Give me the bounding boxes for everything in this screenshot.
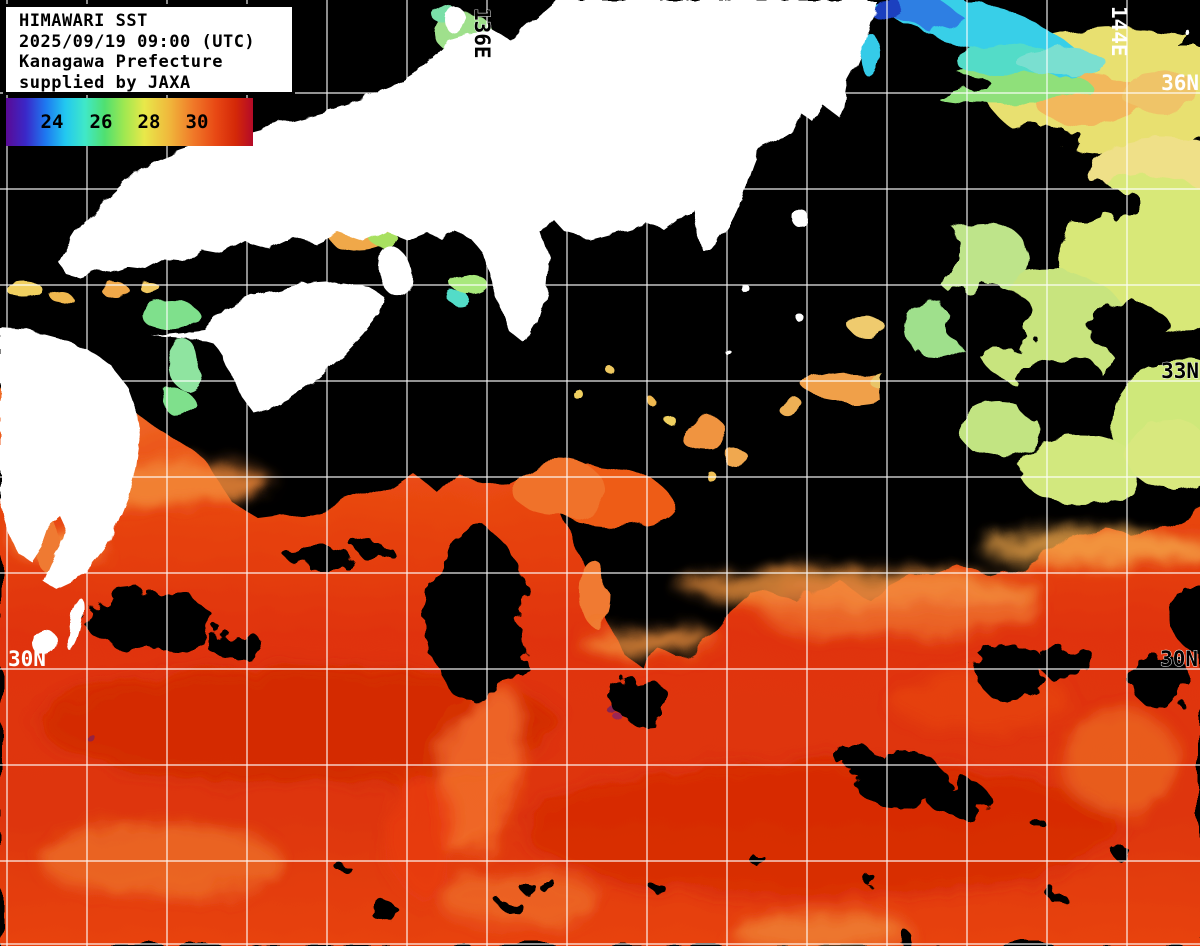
lat-label-36n: 36N [1161,71,1199,95]
land-shikoku [152,282,384,413]
island-awaji [378,247,412,297]
island-tanegashima [67,598,85,652]
cloud-mask [85,0,1200,945]
land-kyushu [0,328,140,589]
colorbar-tick-28: 28 [137,111,161,133]
lat-label-33n: 33N [1161,359,1199,383]
lon-label-136e: 136E [470,8,494,59]
title-region: Kanagawa Prefecture [19,52,223,72]
title-datetime: 2025/09/19 09:00 (UTC) [19,31,256,52]
lon-label-144e: 144E [1107,6,1131,57]
island-yakushima [31,629,57,655]
title-product: HIMAWARI SST [19,11,148,31]
title-attribution: supplied by JAXA [19,72,191,93]
lat-label-30n-left: 30N [8,647,46,671]
colorbar-tick-30: 30 [185,111,209,133]
land-honshu [59,0,875,343]
colorbar-tick-24: 24 [40,111,64,133]
island-izu-oshima [793,208,807,228]
title-box: HIMAWARI SST 2025/09/19 09:00 (UTC) Kana… [3,4,295,95]
land-japan [0,0,1191,655]
colorbar-temperature-scale: 24 26 28 30 [6,98,253,146]
graticule-labels: 136E 144E 36N 33N 30N 30N [8,6,1199,671]
colorbar-tick-26: 26 [89,111,113,133]
lat-label-30n-right: 30N [1160,647,1198,671]
